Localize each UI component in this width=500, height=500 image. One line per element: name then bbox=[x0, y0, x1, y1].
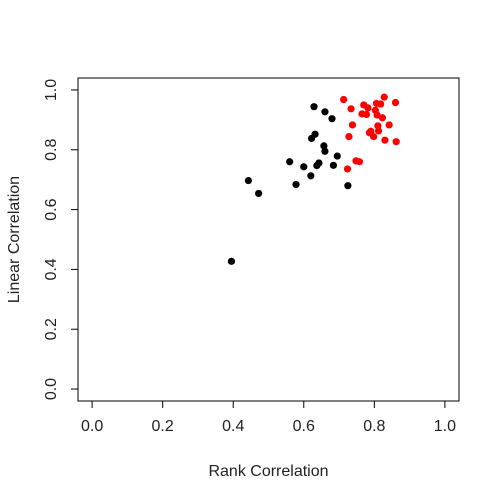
data-point-red bbox=[391, 98, 400, 107]
data-point-black bbox=[333, 152, 341, 160]
x-tick-label: 0.8 bbox=[363, 418, 385, 435]
data-point-black bbox=[321, 108, 329, 116]
y-tick-label: 1.0 bbox=[43, 79, 60, 101]
data-point-black bbox=[344, 182, 352, 190]
x-tick-label: 0.6 bbox=[293, 418, 315, 435]
x-tick-label: 1.0 bbox=[434, 418, 456, 435]
x-axis-label: Rank Correlation bbox=[208, 463, 328, 480]
data-point-black bbox=[292, 180, 300, 189]
data-point-red bbox=[364, 104, 372, 112]
data-point-black bbox=[329, 161, 338, 169]
data-point-black bbox=[320, 142, 328, 150]
data-point-black bbox=[310, 103, 318, 111]
data-point-black bbox=[244, 176, 252, 185]
x-tick-label: 0.4 bbox=[222, 418, 244, 435]
data-point-red bbox=[370, 133, 378, 141]
data-point-red bbox=[377, 100, 385, 108]
data-points bbox=[227, 93, 400, 265]
data-point-black bbox=[255, 189, 263, 198]
plot-frame bbox=[77, 77, 460, 402]
data-point-red bbox=[362, 110, 371, 119]
data-point-red bbox=[348, 121, 357, 129]
data-point-red bbox=[378, 114, 387, 122]
data-point-red bbox=[380, 93, 388, 101]
data-point-red bbox=[347, 105, 355, 113]
data-point-red bbox=[367, 127, 375, 135]
data-point-black bbox=[328, 115, 336, 123]
y-axis-label: Linear Correlation bbox=[6, 176, 23, 303]
data-point-red bbox=[340, 95, 348, 104]
y-tick-label: 0.2 bbox=[43, 318, 60, 340]
data-point-black bbox=[286, 158, 294, 166]
data-point-red bbox=[355, 158, 364, 166]
y-tick-label: 0.8 bbox=[43, 139, 60, 161]
y-axis: 0.0 0.2 0.4 0.6 0.8 1.0 bbox=[43, 79, 79, 400]
data-point-black bbox=[300, 163, 308, 171]
y-tick-label: 0.0 bbox=[43, 378, 60, 400]
x-tick-label: 0.0 bbox=[81, 418, 103, 435]
data-point-red bbox=[374, 127, 383, 135]
data-point-red bbox=[343, 165, 352, 173]
y-tick-label: 0.4 bbox=[43, 258, 60, 280]
data-point-black bbox=[307, 172, 315, 180]
x-tick-label: 0.2 bbox=[152, 418, 174, 435]
data-point-black bbox=[315, 159, 323, 167]
data-point-black bbox=[311, 130, 319, 138]
data-point-black bbox=[227, 257, 236, 265]
data-point-black bbox=[321, 147, 329, 155]
data-point-red bbox=[392, 138, 400, 146]
y-tick-label: 0.6 bbox=[43, 198, 60, 220]
x-axis: 0.0 0.2 0.4 0.6 0.8 1.0 bbox=[81, 400, 456, 435]
data-point-red bbox=[373, 111, 381, 119]
data-point-red bbox=[345, 133, 353, 141]
data-point-red bbox=[381, 136, 389, 144]
data-point-red bbox=[385, 121, 393, 129]
